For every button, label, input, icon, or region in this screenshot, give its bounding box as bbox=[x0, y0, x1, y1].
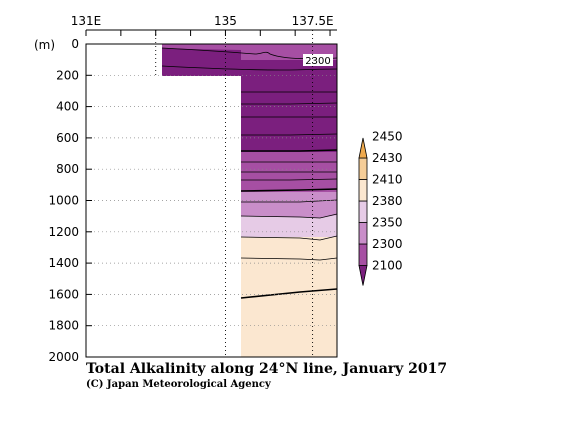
colorbar-segment bbox=[358, 179, 368, 202]
contour-line bbox=[240, 235, 337, 241]
colorbar-lower-triangle bbox=[358, 265, 368, 286]
colorbar-label: 2350 bbox=[372, 216, 403, 230]
colorbar-segment bbox=[358, 243, 368, 266]
x-tick-label: 135 bbox=[214, 14, 237, 28]
x-tick-label: 137.5E bbox=[292, 14, 334, 28]
y-tick-label: 1600 bbox=[48, 287, 79, 301]
contour-line-bold bbox=[240, 188, 337, 192]
contour-line bbox=[241, 178, 337, 181]
contour-label: 2300 bbox=[305, 56, 330, 67]
contour-line-bold bbox=[241, 149, 337, 152]
contour-line bbox=[241, 133, 337, 136]
contour-line bbox=[241, 199, 337, 203]
band-2380-2410 bbox=[241, 215, 337, 240]
y-tick-label: 1400 bbox=[48, 256, 79, 270]
colorbar-label: 2380 bbox=[372, 194, 403, 208]
y-tick-label: 0 bbox=[71, 37, 79, 51]
contour-line bbox=[161, 65, 337, 71]
colorbar-upper-triangle bbox=[358, 137, 368, 159]
colorbar-label: 2430 bbox=[372, 151, 403, 165]
y-tick-label: 1800 bbox=[48, 319, 79, 333]
colorbar-label: 2450 bbox=[372, 130, 403, 144]
colorbar-segment bbox=[358, 222, 368, 245]
contour-line bbox=[240, 213, 337, 219]
colorbar-label: 2300 bbox=[372, 237, 403, 251]
y-tick-label: 200 bbox=[56, 68, 79, 82]
contour-line bbox=[241, 102, 337, 105]
y-tick-label: 1000 bbox=[48, 194, 79, 208]
contour-line bbox=[161, 47, 337, 60]
y-tick-label: 600 bbox=[56, 131, 79, 145]
x-tick-label: 131E bbox=[71, 14, 102, 28]
colorbar-label: 2100 bbox=[372, 259, 403, 273]
credit-text: (C) Japan Meteorological Agency bbox=[86, 379, 272, 390]
colorbar-segment bbox=[358, 157, 368, 180]
y-unit-label: (m) bbox=[34, 38, 55, 52]
contour-line bbox=[240, 257, 337, 261]
y-tick-label: 800 bbox=[56, 162, 79, 176]
chart-title: Total Alkalinity along 24°N line, Januar… bbox=[86, 361, 447, 377]
y-tick-label: 400 bbox=[56, 100, 79, 114]
y-tick-label: 1200 bbox=[48, 225, 79, 239]
contour-line-bold bbox=[240, 288, 337, 299]
colorbar-segment bbox=[358, 200, 368, 223]
colorbar-label: 2410 bbox=[372, 173, 403, 187]
y-tick-label: 2000 bbox=[48, 350, 79, 364]
